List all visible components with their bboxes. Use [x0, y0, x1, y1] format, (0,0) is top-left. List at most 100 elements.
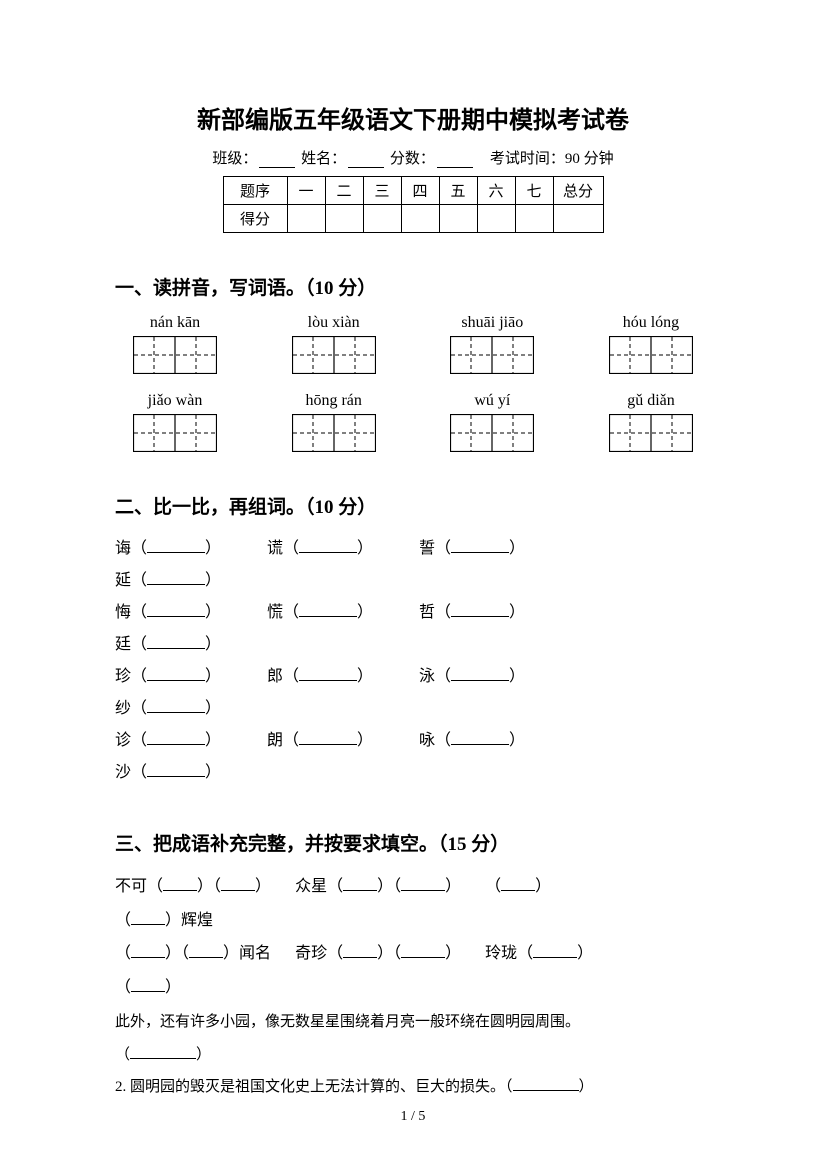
idiom-suffix: 辉煌 — [181, 912, 213, 929]
col-1: 一 — [287, 177, 325, 205]
pinyin-label: lòu xiàn — [274, 314, 394, 332]
char: 慌 — [267, 604, 283, 621]
score-cell[interactable] — [363, 205, 401, 233]
sentence-text: 2. 圆明园的毁灭是祖国文化史上无法计算的、巨大的损失。 — [115, 1079, 505, 1095]
answer-blank[interactable] — [147, 761, 205, 777]
answer-blank[interactable] — [501, 875, 535, 891]
char: 咏 — [419, 732, 435, 749]
compare-row: 珍（） 郎（） 泳（） 纱（） — [115, 661, 711, 725]
col-2: 二 — [325, 177, 363, 205]
score-cell[interactable] — [515, 205, 553, 233]
score-cell[interactable] — [401, 205, 439, 233]
compare-row: 悔（） 慌（） 哲（） 廷（） — [115, 597, 711, 661]
answer-blank[interactable] — [147, 729, 205, 745]
answer-blank[interactable] — [147, 569, 205, 585]
compare-rows: 诲（） 谎（） 誓（） 延（） 悔（） 慌（） 哲（） 廷（） 珍（） 郎（） … — [115, 533, 711, 789]
char: 延 — [115, 572, 131, 589]
char: 誓 — [419, 540, 435, 557]
answer-blank[interactable] — [451, 601, 509, 617]
char-box-pair[interactable] — [115, 336, 235, 374]
pinyin-label: gǔ diǎn — [591, 392, 711, 410]
pinyin-label: jiǎo wàn — [115, 392, 235, 410]
section1-heading: 一、读拼音，写词语。（10 分） — [115, 273, 711, 300]
score-cell[interactable] — [553, 205, 603, 233]
score-cell[interactable] — [439, 205, 477, 233]
col-7: 七 — [515, 177, 553, 205]
info-line: 班级： 姓名： 分数： 考试时间：90 分钟 — [115, 147, 711, 168]
boxes-row-1 — [115, 336, 711, 374]
char-box-pair[interactable] — [274, 414, 394, 452]
score-cell[interactable] — [325, 205, 363, 233]
answer-blank[interactable] — [343, 875, 377, 891]
score-label: 分数： — [390, 151, 435, 167]
idiom-line-2: （）（）闻名 奇珍（）（） 玲珑（） — [115, 937, 711, 971]
answer-blank[interactable] — [451, 729, 509, 745]
answer-blank[interactable] — [130, 1044, 196, 1059]
char: 廷 — [115, 636, 131, 653]
class-blank[interactable] — [259, 167, 295, 168]
char: 朗 — [267, 732, 283, 749]
char: 诲 — [115, 540, 131, 557]
answer-blank[interactable] — [343, 942, 377, 958]
answer-blank[interactable] — [401, 942, 445, 958]
pinyin-label: hōng rán — [274, 392, 394, 410]
char: 珍 — [115, 668, 131, 685]
class-label: 班级： — [212, 151, 257, 167]
idiom-prefix: 奇珍 — [295, 945, 327, 962]
sentence-1-blank: （） — [115, 1041, 711, 1070]
idiom-line-1b: （）辉煌 — [115, 904, 711, 938]
row2-label: 得分 — [223, 205, 287, 233]
score-cell[interactable] — [477, 205, 515, 233]
score-blank[interactable] — [437, 167, 473, 168]
idiom-line-1: 不可（）（） 众星（）（） （） — [115, 870, 711, 904]
sentence-text: 此外，还有许多小园，像无数星星围绕着月亮一般环绕在圆明园周围。 — [115, 1014, 580, 1030]
answer-blank[interactable] — [299, 665, 357, 681]
answer-blank[interactable] — [147, 537, 205, 553]
char: 谎 — [267, 540, 283, 557]
answer-blank[interactable] — [147, 633, 205, 649]
char-box-pair[interactable] — [432, 414, 552, 452]
pinyin-row-1: nán kān lòu xiàn shuāi jiāo hóu lóng — [115, 314, 711, 332]
answer-blank[interactable] — [533, 942, 577, 958]
answer-blank[interactable] — [513, 1076, 579, 1091]
answer-blank[interactable] — [299, 601, 357, 617]
name-blank[interactable] — [348, 167, 384, 168]
char-box-pair[interactable] — [591, 336, 711, 374]
answer-blank[interactable] — [147, 665, 205, 681]
char: 悔 — [115, 604, 131, 621]
exam-title: 新部编版五年级语文下册期中模拟考试卷 — [115, 100, 711, 135]
pinyin-label: nán kān — [115, 314, 235, 332]
answer-blank[interactable] — [189, 942, 223, 958]
name-label: 姓名： — [301, 151, 346, 167]
char-box-pair[interactable] — [591, 414, 711, 452]
char-box-pair[interactable] — [432, 336, 552, 374]
col-5: 五 — [439, 177, 477, 205]
pinyin-label: wú yí — [432, 392, 552, 410]
col-4: 四 — [401, 177, 439, 205]
answer-blank[interactable] — [163, 875, 197, 891]
char: 沙 — [115, 764, 131, 781]
answer-blank[interactable] — [131, 976, 165, 992]
boxes-row-2 — [115, 414, 711, 452]
pinyin-label: shuāi jiāo — [432, 314, 552, 332]
answer-blank[interactable] — [221, 875, 255, 891]
score-table: 题序 一 二 三 四 五 六 七 总分 得分 — [223, 176, 604, 233]
answer-blank[interactable] — [451, 665, 509, 681]
exam-time: 考试时间：90 分钟 — [490, 151, 614, 167]
idiom-prefix: 众星 — [295, 878, 327, 895]
idiom-prefix: 玲珑 — [485, 945, 517, 962]
page-footer: 1 / 5 — [0, 1109, 826, 1125]
answer-blank[interactable] — [131, 942, 165, 958]
answer-blank[interactable] — [401, 875, 445, 891]
answer-blank[interactable] — [299, 537, 357, 553]
answer-blank[interactable] — [147, 697, 205, 713]
answer-blank[interactable] — [299, 729, 357, 745]
score-cell[interactable] — [287, 205, 325, 233]
char-box-pair[interactable] — [274, 336, 394, 374]
idiom-suffix: 闻名 — [239, 945, 271, 962]
pinyin-row-2: jiǎo wàn hōng rán wú yí gǔ diǎn — [115, 392, 711, 410]
answer-blank[interactable] — [147, 601, 205, 617]
answer-blank[interactable] — [451, 537, 509, 553]
answer-blank[interactable] — [131, 909, 165, 925]
char-box-pair[interactable] — [115, 414, 235, 452]
